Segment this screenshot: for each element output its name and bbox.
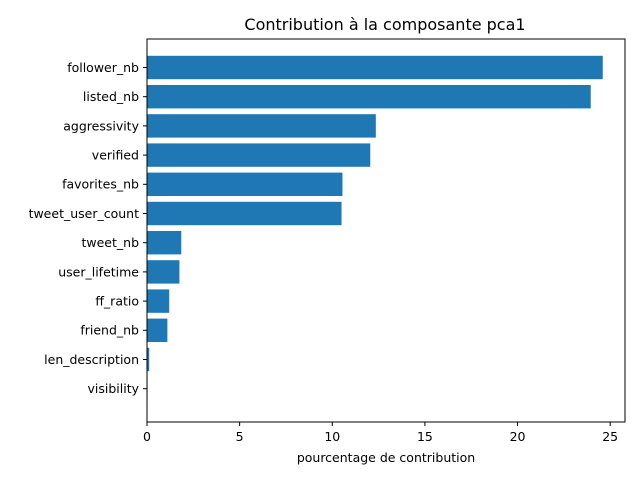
- y-tick-label: verified: [92, 147, 139, 162]
- bar-verified: [147, 143, 371, 167]
- bar-follower_nb: [147, 55, 603, 80]
- bar-len_description: [147, 347, 150, 372]
- y-tick-label: favorites_nb: [62, 177, 139, 192]
- bar-ff_ratio: [147, 289, 170, 313]
- x-tick-label: 25: [602, 429, 618, 444]
- y-tick-label: visibility: [87, 381, 139, 396]
- x-tick-label: 10: [324, 429, 340, 444]
- x-axis-label: pourcentage de contribution: [297, 450, 475, 465]
- bars-layer: [147, 55, 603, 401]
- bar-user_lifetime: [147, 260, 180, 284]
- x-axis-ticks: 0 5 10 15 20 25: [143, 422, 618, 444]
- x-tick-label: 5: [236, 429, 244, 444]
- y-tick-label: user_lifetime: [58, 264, 139, 279]
- bar-tweet_user_count: [147, 201, 342, 226]
- bar-listed_nb: [147, 85, 591, 109]
- x-tick-label: 0: [143, 429, 151, 444]
- bar-tweet_nb: [147, 231, 182, 255]
- bar-favorites_nb: [147, 172, 343, 196]
- y-tick-label: tweet_user_count: [29, 206, 140, 221]
- plot-frame: [146, 38, 626, 423]
- x-tick-label: 15: [417, 429, 433, 444]
- bar-aggressivity: [147, 114, 376, 138]
- y-tick-label: ff_ratio: [95, 293, 139, 308]
- y-tick-label: listed_nb: [83, 89, 139, 104]
- x-tick-label: 20: [510, 429, 526, 444]
- chart-title: Contribution à la composante pca1: [244, 15, 525, 34]
- y-tick-label: friend_nb: [80, 323, 139, 338]
- y-tick-label: len_description: [44, 352, 139, 367]
- y-tick-label: tweet_nb: [81, 235, 139, 250]
- bar-friend_nb: [147, 318, 168, 342]
- y-axis-ticks: follower_nb listed_nb aggressivity verified…: [29, 60, 147, 396]
- y-tick-label: aggressivity: [63, 118, 139, 133]
- y-tick-label: follower_nb: [67, 60, 139, 75]
